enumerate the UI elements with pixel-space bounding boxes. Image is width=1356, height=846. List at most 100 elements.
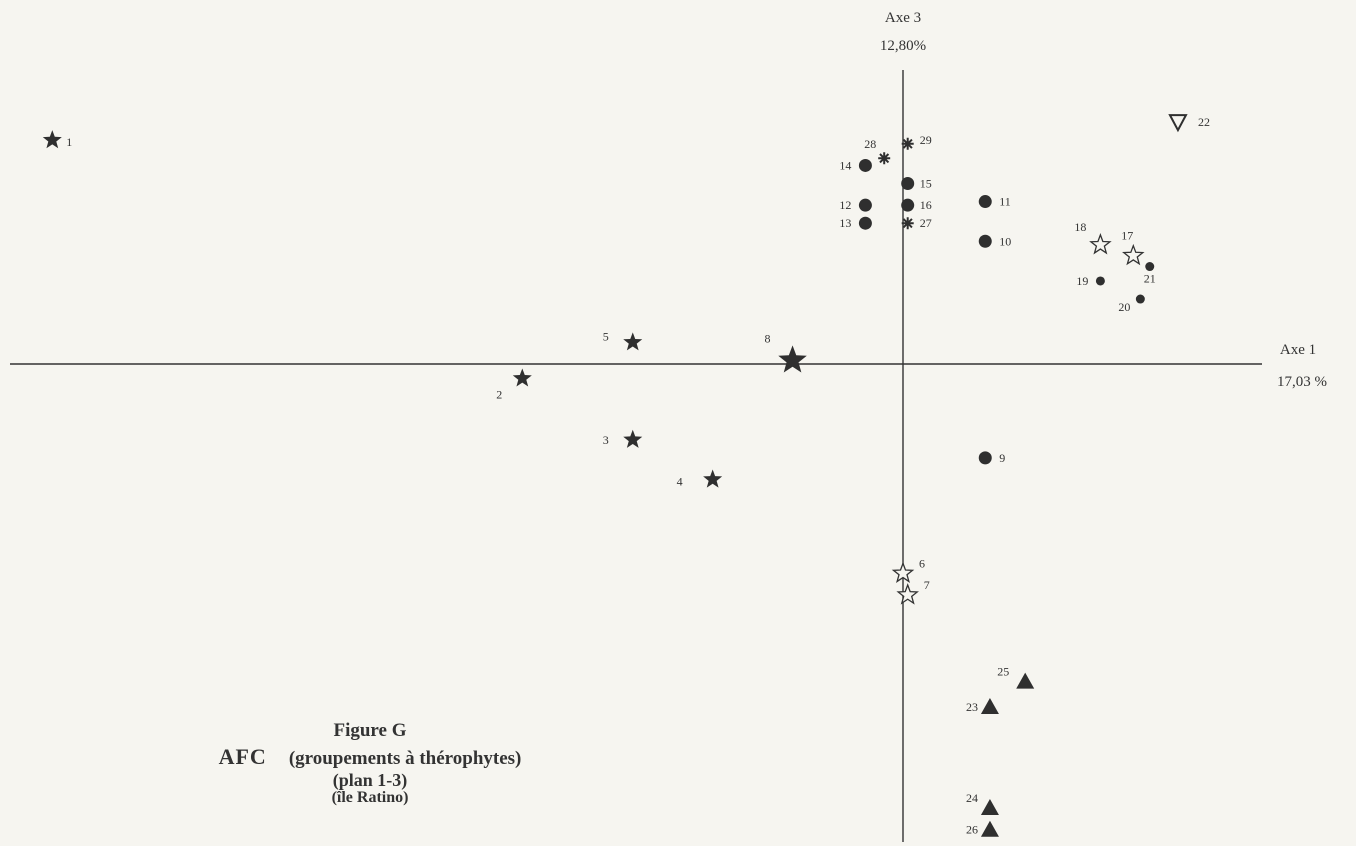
point-label: 8 [765, 331, 771, 345]
point-label: 22 [1198, 115, 1210, 129]
point-18: 18 [1074, 220, 1112, 255]
marker-circle [978, 234, 992, 248]
marker-circle-small [1145, 262, 1155, 272]
marker-star [623, 332, 643, 351]
point-3: 3 [603, 429, 643, 448]
marker-circle [978, 451, 992, 465]
point-label: 11 [999, 195, 1011, 209]
caption-place: (île Ratino) [331, 789, 409, 806]
point-label: 24 [966, 791, 978, 805]
marker-triangle [1016, 672, 1035, 689]
point-label: 14 [839, 158, 851, 172]
point-25: 25 [997, 665, 1035, 689]
caption-subtitle: (groupements à thérophytes) [288, 748, 522, 769]
point-label: 10 [999, 234, 1011, 248]
caption-line: AFC (groupements à thérophytes) [100, 744, 640, 770]
marker-star [512, 368, 532, 387]
point-label: 27 [920, 216, 932, 230]
marker-circle [978, 195, 992, 209]
point-7: 7 [896, 578, 930, 605]
marker-triangle [980, 799, 999, 816]
point-label: 2 [496, 387, 502, 401]
point-label: 25 [997, 665, 1009, 679]
point-23: 23 [966, 697, 999, 714]
marker-star [42, 130, 62, 149]
point-2: 2 [496, 368, 532, 401]
marker-circle [858, 216, 872, 230]
point-20: 20 [1118, 294, 1145, 314]
point-label: 23 [966, 700, 978, 714]
marker-triangle [980, 697, 999, 714]
figure-caption: Figure G AFC (groupements à thérophytes) … [100, 720, 640, 807]
point-22: 22 [1168, 114, 1210, 133]
point-label: 12 [839, 198, 851, 212]
point-12: 12 [839, 198, 872, 212]
point-17: 17 [1121, 229, 1145, 266]
point-label: 26 [966, 823, 978, 837]
point-label: 16 [920, 198, 932, 212]
marker-circle [858, 158, 872, 172]
marker-star-open [891, 561, 915, 583]
x-axis-title: Axe 1 [1280, 342, 1316, 358]
y-axis-percent: 12,80% [880, 38, 926, 54]
point-5: 5 [603, 329, 643, 351]
point-9: 9 [978, 451, 1005, 465]
marker-star-big [778, 345, 807, 373]
point-19: 19 [1076, 274, 1105, 288]
marker-asterisk [878, 152, 891, 165]
point-label: 21 [1144, 272, 1156, 286]
point-15: 15 [901, 177, 932, 191]
point-label: 13 [839, 216, 851, 230]
point-11: 11 [978, 195, 1011, 209]
point-24: 24 [966, 791, 999, 816]
point-26: 26 [966, 820, 999, 837]
point-14: 14 [839, 158, 872, 172]
point-label: 15 [920, 177, 932, 191]
marker-star-open [1089, 233, 1112, 255]
point-label: 17 [1121, 229, 1133, 243]
point-label: 29 [920, 133, 932, 147]
point-10: 10 [978, 234, 1011, 248]
point-label: 7 [924, 578, 930, 592]
caption-afc: AFC [218, 744, 267, 769]
y-axis-title: Axe 3 [885, 10, 921, 26]
point-label: 28 [864, 137, 876, 151]
point-label: 18 [1074, 220, 1086, 234]
marker-triangle [980, 820, 999, 837]
point-label: 9 [999, 451, 1005, 465]
point-27: 27 [901, 216, 932, 230]
point-16: 16 [901, 198, 932, 212]
point-8: 8 [765, 331, 807, 373]
marker-asterisk [901, 137, 914, 150]
x-axis-percent: 17,03 % [1277, 374, 1327, 390]
marker-circle [858, 198, 872, 212]
marker-circle [901, 198, 915, 212]
point-label: 19 [1076, 274, 1088, 288]
marker-circle-small [1135, 294, 1145, 304]
point-21: 21 [1144, 262, 1156, 286]
marker-asterisk [901, 217, 914, 230]
marker-circle [901, 177, 915, 190]
point-label: 4 [677, 475, 683, 489]
point-1: 1 [42, 130, 72, 149]
figure-title: Figure G [333, 720, 407, 741]
point-29: 29 [901, 133, 932, 150]
point-label: 20 [1118, 300, 1130, 314]
marker-star [623, 429, 643, 448]
point-4: 4 [677, 469, 723, 489]
marker-star-open [896, 583, 919, 605]
point-label: 1 [66, 135, 72, 149]
point-label: 5 [603, 329, 609, 343]
caption-plane: (plan 1-3) [332, 770, 408, 790]
marker-star-open [1122, 243, 1145, 266]
point-13: 13 [839, 216, 872, 230]
point-label: 3 [603, 433, 609, 447]
point-28: 28 [864, 137, 891, 165]
marker-circle-small [1095, 276, 1105, 286]
point-6: 6 [891, 556, 925, 583]
marker-triangle-down-open [1168, 114, 1188, 133]
point-label: 6 [919, 556, 925, 570]
marker-star [703, 469, 723, 488]
